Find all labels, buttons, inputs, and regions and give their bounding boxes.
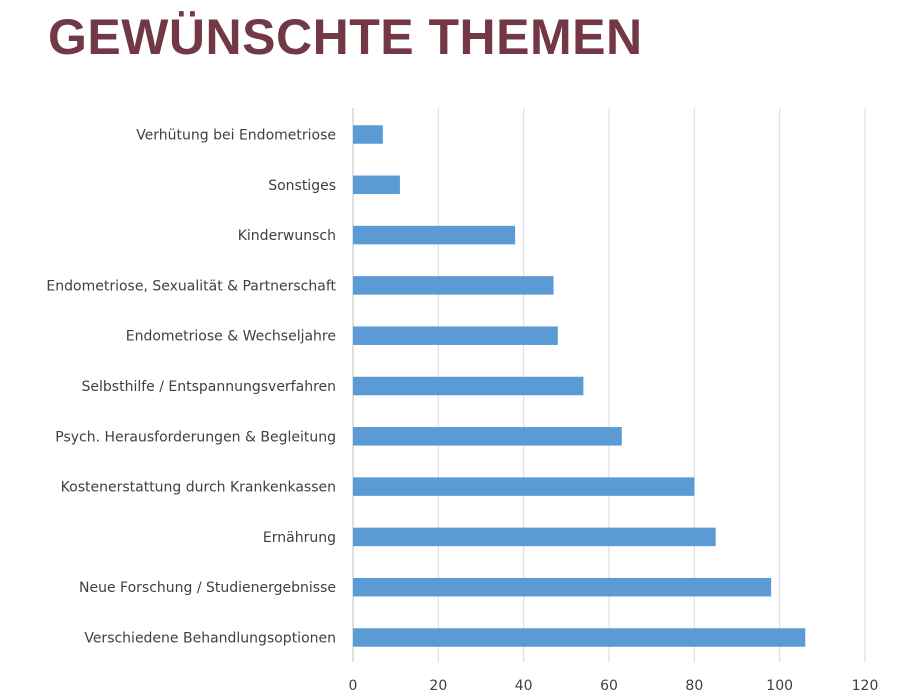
x-axis-ticks: 0 20 40 60 80 100 120 xyxy=(349,678,879,694)
category-label: Selbsthilfe / Entspannungsverfahren xyxy=(82,379,336,395)
bar xyxy=(353,427,622,446)
category-label: Psych. Herausforderungen & Begleitung xyxy=(55,429,336,445)
category-label: Kostenerstattung durch Krankenkassen xyxy=(61,480,336,496)
category-label: Neue Forschung / Studienergebnisse xyxy=(79,580,336,596)
bar xyxy=(353,326,558,345)
category-label: Sonstiges xyxy=(268,178,336,194)
bar xyxy=(353,276,554,295)
category-label: Ernährung xyxy=(263,530,336,546)
category-label: Endometriose, Sexualität & Partnerschaft xyxy=(46,278,336,294)
category-label: Verschiedene Behandlungsoptionen xyxy=(84,631,336,647)
bar xyxy=(353,175,400,195)
x-tick-label: 120 xyxy=(852,678,879,694)
x-tick-label: 100 xyxy=(766,678,793,694)
page-title: GEWÜNSCHTE THEMEN xyxy=(48,9,643,65)
bar xyxy=(353,225,516,245)
bar xyxy=(353,477,695,496)
x-tick-label: 80 xyxy=(685,678,703,694)
bar xyxy=(353,527,716,547)
x-tick-label: 0 xyxy=(349,678,358,694)
x-tick-label: 60 xyxy=(600,678,618,694)
bar xyxy=(353,628,806,647)
x-tick-label: 40 xyxy=(515,678,533,694)
category-labels: Verhütung bei Endometriose Sonstiges Kinde… xyxy=(46,128,336,647)
category-label: Verhütung bei Endometriose xyxy=(136,128,336,144)
bar xyxy=(353,577,772,597)
category-label: Endometriose & Wechseljahre xyxy=(126,329,336,345)
category-label: Kinderwunsch xyxy=(238,228,336,244)
bars xyxy=(353,125,806,647)
bar xyxy=(353,376,584,396)
bar xyxy=(353,125,383,144)
x-tick-label: 20 xyxy=(429,678,447,694)
